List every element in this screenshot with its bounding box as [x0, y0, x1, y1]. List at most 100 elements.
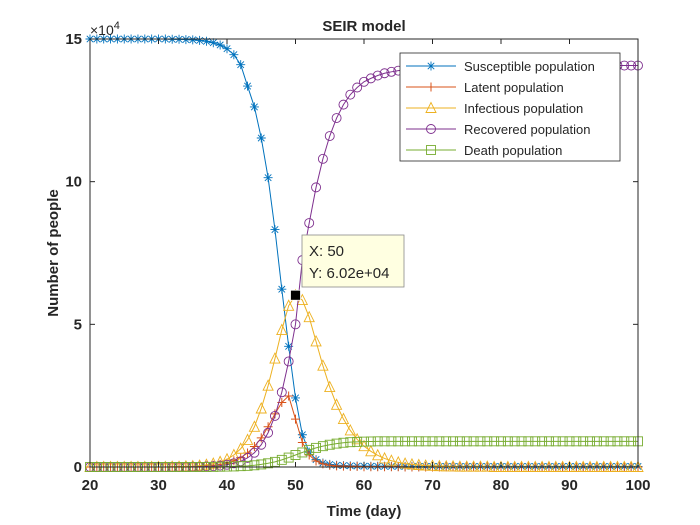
- data-point: [598, 436, 609, 447]
- y-tick-label: 15: [65, 31, 82, 48]
- legend-entry: Death population: [406, 143, 562, 158]
- data-point: [331, 113, 342, 123]
- legend-label: Latent population: [464, 80, 564, 95]
- data-point: [242, 452, 253, 463]
- data-point: [447, 459, 459, 472]
- data-point: [235, 461, 246, 472]
- data-point: [338, 99, 349, 110]
- data-point: [509, 436, 520, 447]
- data-point: [236, 60, 246, 70]
- data-point: [426, 459, 439, 471]
- data-point: [468, 436, 479, 447]
- data-point: [578, 436, 589, 447]
- data-point: [626, 60, 637, 71]
- data-point: [304, 450, 314, 460]
- data-point: [255, 402, 267, 414]
- legend-box: [399, 52, 621, 162]
- data-point: [413, 436, 424, 447]
- x-tick-label: 20: [82, 477, 99, 494]
- legend-swatch-marker: [426, 82, 436, 92]
- data-point: [420, 436, 431, 447]
- data-point: [530, 436, 541, 447]
- data-point: [399, 457, 411, 469]
- data-point: [461, 460, 473, 472]
- data-point: [400, 436, 411, 447]
- data-point: [243, 81, 253, 91]
- data-point: [276, 454, 287, 465]
- data-point: [626, 436, 637, 447]
- data-point: [208, 38, 218, 48]
- x-tick-label: 50: [287, 477, 304, 494]
- data-point: [386, 66, 397, 77]
- data-point: [352, 82, 363, 93]
- data-point: [291, 393, 300, 403]
- data-point: [256, 459, 267, 470]
- legend-swatch-marker: [425, 101, 437, 113]
- legend-swatch-marker: [426, 145, 436, 155]
- data-point: [557, 436, 568, 447]
- data-point: [433, 459, 446, 472]
- data-point: [283, 452, 294, 463]
- axes-layer: [89, 38, 639, 468]
- data-point: [516, 436, 527, 447]
- y-exponent-label: ×104: [90, 20, 120, 38]
- data-point: [434, 436, 445, 447]
- y-exponent-base: ×10: [90, 22, 114, 38]
- data-point: [385, 454, 398, 466]
- data-point: [324, 380, 336, 393]
- y-axis-label: Number of people: [45, 189, 62, 317]
- datatip-marker: [290, 289, 301, 301]
- data-point: [564, 436, 575, 447]
- data-point: [256, 133, 266, 143]
- data-point: [297, 437, 307, 447]
- data-point: [201, 36, 211, 46]
- data-point: [304, 218, 315, 228]
- data-point: [619, 436, 630, 447]
- data-point: [303, 310, 315, 323]
- data-point: [282, 299, 295, 311]
- y-exponent-power: 4: [114, 20, 120, 32]
- legend-label: Recovered population: [464, 122, 590, 137]
- data-point: [496, 436, 506, 447]
- data-point: [229, 50, 239, 60]
- data-point: [393, 436, 404, 447]
- data-point: [345, 437, 356, 448]
- data-point: [263, 173, 273, 183]
- data-point: [325, 460, 335, 470]
- data-point: [359, 76, 369, 87]
- data-point: [352, 436, 363, 447]
- y-tick-label: 10: [65, 174, 82, 191]
- data-point: [419, 459, 432, 471]
- data-point: [228, 461, 239, 472]
- data-point: [262, 379, 274, 391]
- data-point: [270, 410, 280, 421]
- x-ticks: 20 30 40 50 60 70 80 90 100: [82, 477, 651, 494]
- y-tick-label: 5: [74, 316, 82, 333]
- datatip-y-text: Y: 6.02e+04: [309, 265, 390, 282]
- y-tick-label: 0: [74, 459, 82, 476]
- data-point: [331, 438, 342, 449]
- x-tick-label: 40: [219, 477, 236, 494]
- data-point: [571, 436, 582, 447]
- data-point: [481, 460, 494, 472]
- data-point: [585, 436, 595, 447]
- data-point: [379, 436, 390, 447]
- x-tick-label: 60: [356, 477, 373, 494]
- legend-swatch-marker: [426, 124, 436, 134]
- data-point: [359, 436, 369, 447]
- data-point: [277, 284, 287, 294]
- data-point: [242, 460, 253, 471]
- data-point: [612, 436, 623, 447]
- data-point: [188, 35, 198, 45]
- x-tick-label: 70: [424, 477, 441, 494]
- data-point: [317, 441, 328, 452]
- legend: Susceptible population Latent population I…: [399, 52, 621, 162]
- legend-swatch-marker: [426, 61, 436, 71]
- data-point: [365, 436, 376, 447]
- data-point: [234, 442, 247, 454]
- data-point: [550, 436, 561, 447]
- datatip: X: 50 Y: 6.02e+04: [290, 234, 405, 301]
- data-point: [263, 458, 274, 469]
- data-point: [365, 73, 376, 84]
- data-point: [249, 102, 259, 112]
